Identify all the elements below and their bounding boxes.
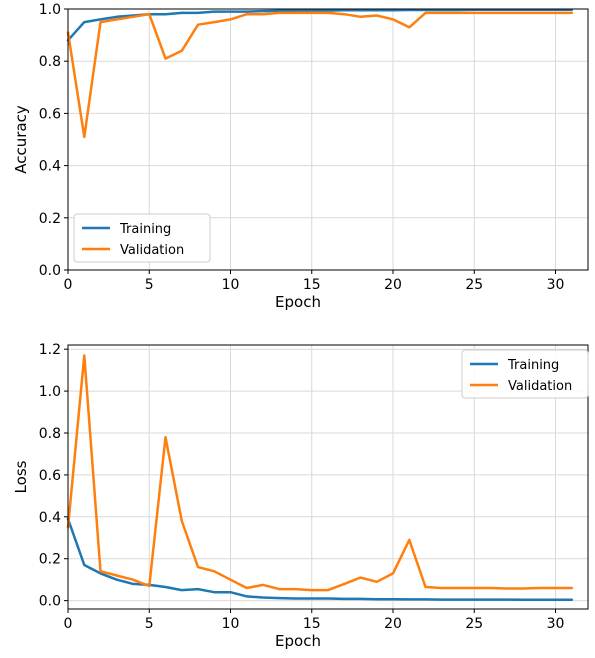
series-line-training	[66, 8, 574, 42]
y-tick-label: 0.0	[39, 594, 61, 610]
x-tick-label: 25	[465, 616, 483, 632]
x-tick-label: 0	[64, 277, 73, 293]
chart-0: 0 5 10 15 20 25 30 0.0 0.2 0.4 0.6 0.8 1.0 Epoch Accur…	[12, 2, 589, 311]
x-tick-label: 10	[222, 616, 240, 632]
y-tick-label: 1.0	[39, 2, 61, 18]
x-tick-label: 5	[145, 616, 154, 632]
y-tick-label: 1.0	[39, 384, 61, 400]
y-axis-label: Loss	[12, 460, 30, 493]
plot-frame	[67, 8, 589, 271]
y-tick-label: 0.6	[39, 468, 61, 484]
x-axis-label: Epoch	[275, 632, 321, 650]
legend-label-validation: Validation	[508, 379, 572, 394]
legend: Training Validation	[461, 349, 589, 399]
y-tick-label: 1.2	[39, 342, 61, 358]
x-axis-label: Epoch	[275, 293, 321, 311]
chart-1: 0 5 10 15 20 25 30 0.0 0.2 0.4 0.6 0.8 1.0 1.2 Epoch Lo…	[12, 342, 589, 650]
y-tick-label: 0.8	[39, 54, 61, 70]
series-line-training	[66, 517, 574, 602]
y-tick-label: 0.4	[39, 510, 61, 526]
y-tick-label: 0.8	[39, 426, 61, 442]
legend-label-validation: Validation	[120, 243, 184, 258]
x-tick-label: 10	[222, 277, 240, 293]
y-tick-label: 0.4	[39, 159, 61, 175]
series-line-validation	[66, 11, 574, 139]
legend-label-training: Training	[507, 358, 559, 373]
y-axis-label: Accuracy	[12, 105, 30, 174]
x-tick-label: 30	[547, 616, 565, 632]
series-line-validation	[66, 354, 574, 592]
y-tick-label: 0.6	[39, 106, 61, 122]
x-tick-label: 20	[384, 616, 402, 632]
x-tick-label: 0	[64, 616, 73, 632]
x-tick-label: 15	[303, 616, 321, 632]
plot-frame	[67, 344, 589, 610]
x-tick-label: 25	[465, 277, 483, 293]
y-tick-label: 0.0	[39, 263, 61, 279]
legend-label-training: Training	[119, 222, 171, 237]
x-tick-label: 30	[547, 277, 565, 293]
y-tick-label: 0.2	[39, 552, 61, 568]
y-tick-label: 0.2	[39, 211, 61, 227]
x-tick-label: 20	[384, 277, 402, 293]
legend: Training Validation	[73, 213, 211, 263]
x-tick-label: 5	[145, 277, 154, 293]
x-tick-label: 15	[303, 277, 321, 293]
